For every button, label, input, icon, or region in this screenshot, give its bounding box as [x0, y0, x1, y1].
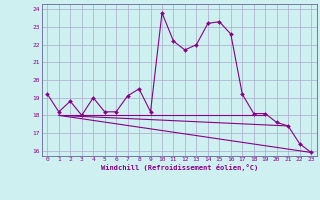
X-axis label: Windchill (Refroidissement éolien,°C): Windchill (Refroidissement éolien,°C)	[100, 164, 258, 171]
